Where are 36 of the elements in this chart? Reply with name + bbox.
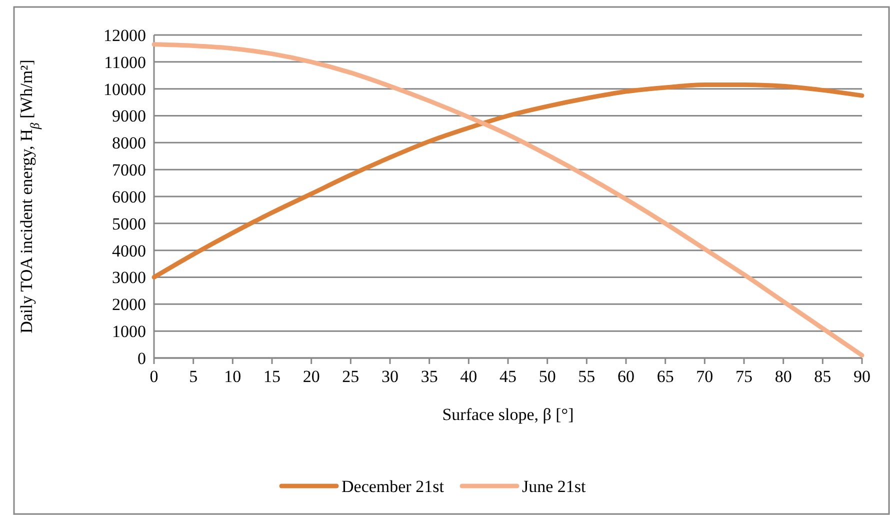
y-tick-label: 2000 <box>112 295 146 314</box>
x-tick-label: 15 <box>264 367 280 386</box>
x-tick-label: 55 <box>578 367 596 386</box>
x-tick-label: 5 <box>189 367 198 386</box>
x-tick-label: 35 <box>420 367 438 386</box>
y-tick-label: 7000 <box>112 160 146 180</box>
x-tick-label: 30 <box>382 367 398 386</box>
y-tick-label: 4000 <box>112 241 146 260</box>
y-tick-label: 11000 <box>104 52 146 72</box>
x-tick-label: 70 <box>696 367 714 386</box>
x-tick-label: 20 <box>302 367 320 386</box>
x-tick-label: 80 <box>774 367 792 386</box>
y-tick-label: 8000 <box>112 134 146 153</box>
x-tick-label: 0 <box>150 367 158 386</box>
y-tick-label: 1000 <box>112 322 146 342</box>
legend-label: June 21st <box>522 476 586 496</box>
x-tick-label: 90 <box>854 367 870 386</box>
x-tick-label: 65 <box>656 367 674 386</box>
y-tick-label: 0 <box>138 348 146 368</box>
x-tick-label: 85 <box>814 367 832 386</box>
x-tick-label: 45 <box>500 367 516 386</box>
y-tick-label: 12000 <box>104 26 146 45</box>
x-tick-label: 50 <box>538 367 556 386</box>
y-tick-label: 9000 <box>112 106 146 126</box>
x-tick-label: 25 <box>342 367 360 386</box>
y-tick-label: 10000 <box>104 80 146 99</box>
x-axis-title: Surface slope, β [°] <box>442 405 574 424</box>
y-tick-label: 5000 <box>112 214 146 234</box>
legend-label: December 21st <box>342 476 444 496</box>
x-tick-label: 60 <box>618 367 634 386</box>
x-tick-label: 10 <box>224 367 242 386</box>
y-tick-label: 3000 <box>112 268 146 288</box>
x-tick-label: 75 <box>736 367 752 386</box>
x-tick-label: 40 <box>460 367 478 386</box>
y-tick-label: 6000 <box>112 187 146 206</box>
line-series <box>152 82 864 280</box>
